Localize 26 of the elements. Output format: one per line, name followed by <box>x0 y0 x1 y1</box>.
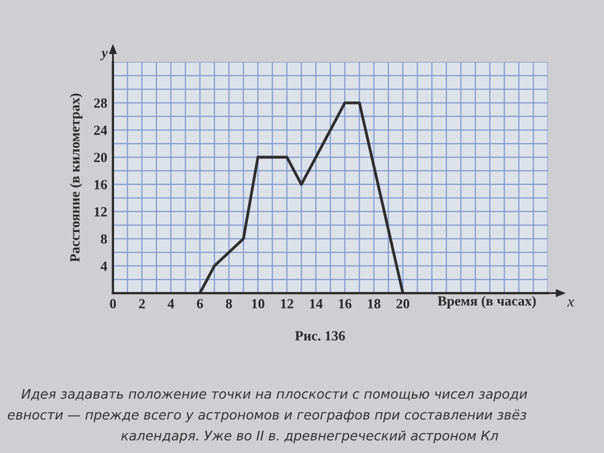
x-tick-label: 10 <box>252 299 264 308</box>
x-tick-label: 8 <box>226 299 232 308</box>
y-tick-label: 4 <box>100 262 108 271</box>
text: Идея задавать положение точки на плоскости с помощью чисел зароди <box>22 389 528 402</box>
text: евности — прежде всего у астрономов и географов при составлении звёз <box>8 409 526 422</box>
text: x <box>567 299 574 306</box>
x-tick-label: 12 <box>281 299 294 308</box>
text: календаря. Уже во II в. древнегреческий астроном Кл <box>121 430 498 444</box>
x-tick-label: 16 <box>339 299 352 308</box>
x-axis-title: Время (в часах) <box>438 296 536 308</box>
text: Рис. 136 <box>295 331 345 341</box>
y-tick-label: 24 <box>94 126 108 135</box>
x-tick-label: 0 <box>110 299 116 308</box>
x-tick-label: 6 <box>196 299 203 308</box>
y-tick-label: 12 <box>94 207 107 216</box>
x-tick-label: 4 <box>168 299 174 308</box>
text: y <box>100 50 108 60</box>
x-tick-label: 20 <box>396 299 410 308</box>
x-tick-label: 18 <box>368 299 380 308</box>
y-tick-label: 20 <box>94 152 107 162</box>
x-tick-label: 2 <box>139 299 145 308</box>
x-tick-label: 14 <box>310 299 323 308</box>
y-tick-label: 28 <box>94 98 107 108</box>
y-tick-label: 16 <box>94 180 107 190</box>
y-tick-label: 8 <box>100 234 107 244</box>
y-axis-title: Расстояние (в километрах) <box>70 94 82 262</box>
